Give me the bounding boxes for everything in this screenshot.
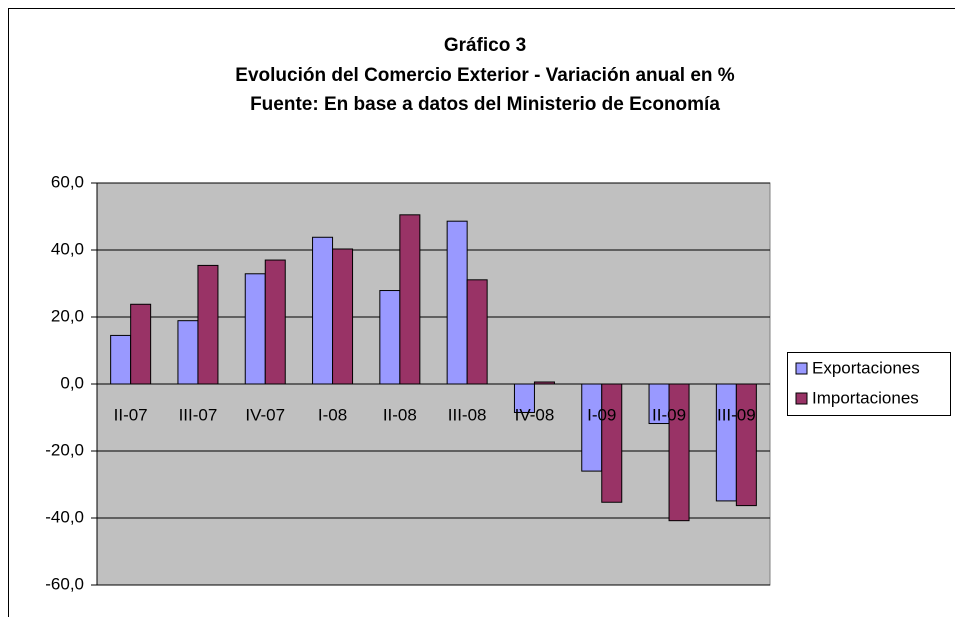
y-tick-label: 40,0 — [51, 239, 84, 258]
y-tick-label: -20,0 — [45, 440, 84, 459]
bar — [264, 259, 286, 385]
chart-title: Gráfico 3 — [444, 35, 526, 56]
chart-subtitle: Evolución del Comercio Exterior - Variac… — [235, 65, 735, 86]
legend-label: Exportaciones — [812, 358, 920, 377]
legend-swatch — [795, 392, 808, 405]
x-tick-label: II-08 — [383, 405, 417, 424]
bar — [466, 279, 488, 385]
y-tick-label: 20,0 — [51, 306, 84, 325]
bar — [399, 214, 421, 385]
x-tick-label: II-09 — [652, 405, 686, 424]
legend — [787, 352, 951, 416]
x-tick-label: III-09 — [717, 405, 756, 424]
y-tick-label: -60,0 — [45, 574, 84, 593]
x-tick-label: I-08 — [318, 405, 347, 424]
bar — [735, 383, 757, 507]
bar — [197, 264, 219, 385]
bar — [177, 320, 199, 385]
legend-label: Importaciones — [812, 388, 919, 407]
bar — [110, 334, 132, 385]
x-tick-label: IV-08 — [515, 405, 555, 424]
bar — [379, 290, 401, 385]
x-tick-label: II-07 — [114, 405, 148, 424]
x-tick-label: III-08 — [448, 405, 487, 424]
y-tick-label: -40,0 — [45, 507, 84, 526]
bar — [312, 236, 334, 385]
y-tick-label: 0,0 — [60, 373, 84, 392]
bar — [244, 273, 266, 385]
x-tick-label: IV-07 — [245, 405, 285, 424]
x-tick-label: I-09 — [587, 405, 616, 424]
bar — [715, 383, 737, 502]
x-tick-label: III-07 — [179, 405, 218, 424]
y-tick-label: 60,0 — [51, 172, 84, 191]
chart-subtitle: Fuente: En base a datos del Ministerio d… — [250, 94, 720, 115]
bar — [446, 220, 468, 385]
bar — [581, 383, 603, 472]
bar — [130, 303, 152, 385]
bar — [601, 383, 623, 503]
bar — [332, 248, 354, 385]
legend-swatch — [795, 362, 808, 375]
